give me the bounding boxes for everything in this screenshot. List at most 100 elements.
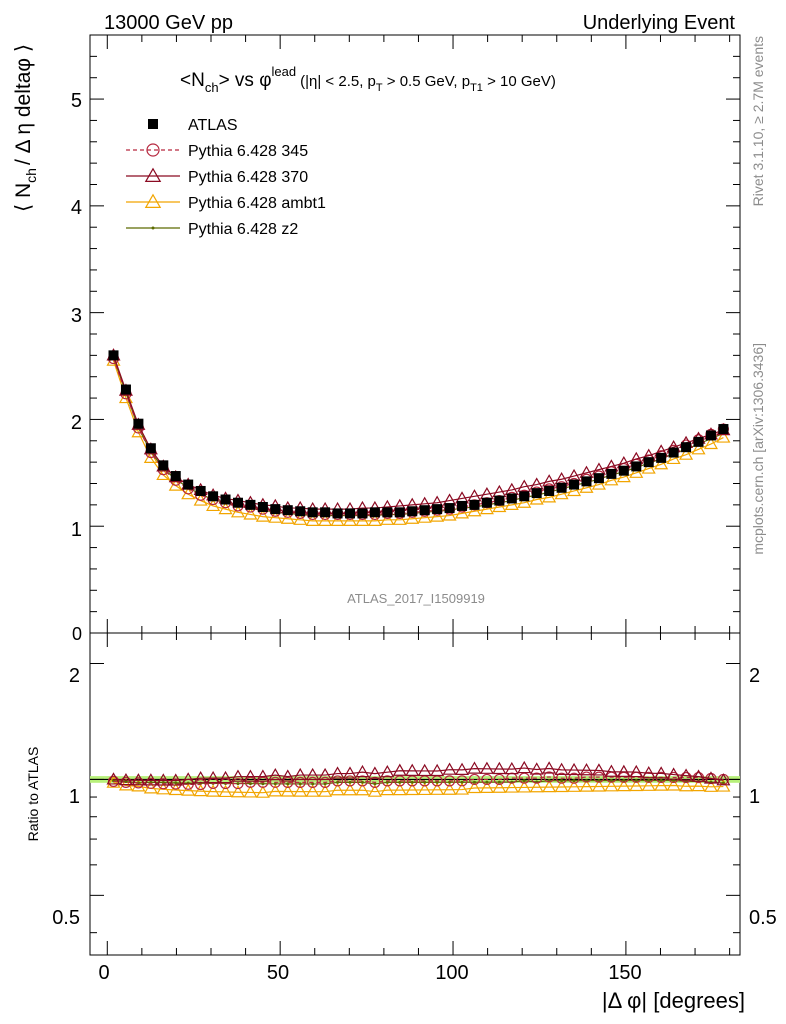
ratio-point	[392, 763, 407, 776]
data-point	[542, 490, 557, 503]
data-point	[705, 430, 716, 441]
data-point	[629, 465, 644, 478]
ratio-point	[641, 778, 656, 791]
plot-title-cuts-b: > 0.5 GeV, p	[383, 73, 470, 90]
ratio-point	[156, 782, 171, 795]
data-point	[517, 495, 532, 508]
ratio-point	[280, 769, 295, 782]
data-point	[280, 511, 295, 524]
ratio-point	[331, 775, 344, 787]
ratio-point	[529, 780, 544, 793]
data-point	[703, 436, 718, 450]
ratio-point	[261, 782, 265, 786]
ratio-point	[485, 780, 489, 784]
ratio-point	[367, 766, 382, 779]
ratio-point	[369, 776, 381, 789]
data-point	[467, 504, 482, 517]
ratio-point	[430, 763, 445, 777]
data-point	[444, 503, 455, 514]
data-point	[481, 497, 492, 508]
ratio-point	[255, 785, 270, 798]
data-point	[357, 508, 368, 519]
legend-item: Pythia 6.428 370	[126, 167, 308, 186]
data-point	[494, 495, 505, 506]
data-point	[268, 510, 283, 523]
ratio-point	[243, 769, 258, 782]
ratio-point	[703, 779, 718, 792]
data-point	[569, 479, 580, 490]
ratio-point	[342, 783, 358, 796]
data-point	[382, 507, 393, 518]
legend-marker	[151, 226, 155, 230]
data-point	[230, 505, 246, 518]
ratio-point	[318, 784, 333, 797]
ratio-point	[604, 764, 619, 777]
ratio-point	[629, 778, 644, 792]
ratio-point	[293, 784, 308, 797]
ratio-point	[703, 771, 718, 784]
data-point	[693, 436, 704, 447]
ratio-point	[380, 782, 395, 796]
ratio-point	[456, 775, 468, 787]
ratio-point	[443, 775, 456, 787]
data-point	[293, 512, 308, 525]
ratio-point	[517, 780, 532, 793]
ratio-point	[355, 783, 370, 796]
ratio-point	[181, 783, 196, 796]
legend-marker	[144, 167, 162, 182]
ratio-point	[580, 771, 593, 783]
ratio-series-pythia-6-428-370	[106, 760, 731, 786]
ratio-point	[629, 764, 644, 778]
ratio-series-pythia-6-428-ambt1	[106, 775, 731, 798]
data-point	[183, 479, 194, 490]
legend-label: Pythia 6.428 370	[188, 169, 308, 186]
ratio-point	[268, 767, 283, 781]
ratio-point	[360, 780, 364, 784]
ratio-point	[405, 782, 420, 796]
ratio-point	[472, 780, 476, 784]
data-point	[170, 471, 181, 482]
ratio-point	[294, 776, 306, 788]
ratio-point	[367, 784, 382, 797]
legend-item: ATLAS	[148, 117, 238, 134]
legend-label: Pythia 6.428 z2	[188, 221, 298, 238]
ratio-point	[168, 773, 183, 786]
ratio-point	[442, 762, 457, 775]
ratio-point	[355, 764, 370, 778]
ratio-point	[579, 763, 594, 776]
data-point	[544, 485, 555, 496]
ratio-point	[666, 767, 681, 780]
ratio-point	[435, 780, 439, 784]
data-point	[567, 483, 582, 497]
ratio-point	[591, 763, 606, 776]
data-point	[606, 468, 617, 479]
ratio-point	[286, 782, 290, 786]
data-point	[220, 494, 231, 505]
ratio-point	[567, 762, 582, 776]
ratio-y-axis-title: Ratio to ATLAS	[25, 747, 41, 842]
ratio-ytick-left-2: 2	[69, 665, 80, 687]
ratio-point	[143, 773, 158, 786]
ratio-point	[492, 761, 507, 775]
data-point	[454, 506, 470, 519]
ratio-point	[405, 763, 420, 776]
data-point	[369, 507, 380, 518]
analysis-watermark: ATLAS_2017_I1509919	[347, 591, 485, 606]
ratio-point	[230, 785, 246, 798]
ratio-point	[654, 778, 669, 791]
ratio-point	[330, 766, 345, 779]
ratio-point	[542, 779, 557, 793]
ratio-point	[584, 779, 588, 783]
plot-title-sup: lead	[272, 64, 297, 79]
data-point	[519, 491, 530, 502]
ratio-point	[348, 780, 352, 784]
ratio-point	[542, 761, 557, 774]
ratio-point	[218, 784, 233, 798]
data-point	[270, 504, 281, 515]
legend-marker	[146, 143, 160, 157]
ratio-point	[410, 780, 414, 784]
ratio-point	[293, 767, 308, 781]
ratio-point	[243, 785, 258, 798]
xtick-50: 50	[267, 962, 289, 984]
data-point	[591, 477, 606, 490]
